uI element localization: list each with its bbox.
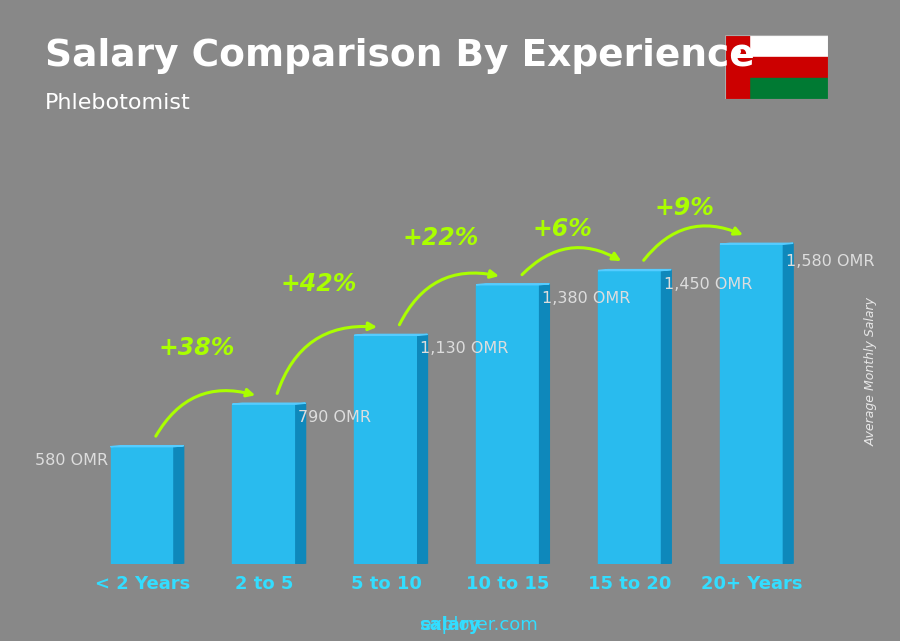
Bar (724, 35, 749, 99)
Polygon shape (476, 284, 549, 285)
Bar (355, 335, 418, 564)
Text: 1,580 OMR: 1,580 OMR (786, 254, 874, 269)
Text: +22%: +22% (402, 226, 479, 251)
Polygon shape (296, 403, 306, 564)
Text: +42%: +42% (281, 272, 357, 296)
Polygon shape (662, 270, 671, 564)
Text: 580 OMR: 580 OMR (35, 453, 108, 468)
Polygon shape (111, 445, 184, 447)
Polygon shape (598, 270, 671, 271)
Polygon shape (783, 244, 793, 564)
Text: Average Monthly Salary: Average Monthly Salary (865, 297, 878, 446)
Polygon shape (232, 403, 306, 404)
Text: +6%: +6% (533, 217, 593, 241)
Text: +9%: +9% (654, 196, 715, 220)
Text: salary: salary (419, 616, 481, 634)
Polygon shape (540, 284, 549, 564)
Bar (749, 78, 828, 99)
Bar (598, 271, 662, 564)
Bar (749, 35, 828, 56)
Text: explorer.com: explorer.com (363, 616, 537, 634)
Bar (111, 447, 174, 564)
Bar (232, 404, 296, 564)
Text: +38%: +38% (159, 336, 235, 360)
Polygon shape (174, 445, 184, 564)
Bar (720, 244, 783, 564)
Bar (476, 285, 540, 564)
Text: 1,130 OMR: 1,130 OMR (420, 342, 508, 356)
Text: 790 OMR: 790 OMR (298, 410, 371, 425)
Bar (749, 56, 828, 78)
Text: 1,450 OMR: 1,450 OMR (664, 277, 752, 292)
Text: Salary Comparison By Experience: Salary Comparison By Experience (45, 38, 755, 74)
Polygon shape (418, 335, 428, 564)
Text: 1,380 OMR: 1,380 OMR (542, 291, 630, 306)
Text: Phlebotomist: Phlebotomist (45, 93, 191, 113)
